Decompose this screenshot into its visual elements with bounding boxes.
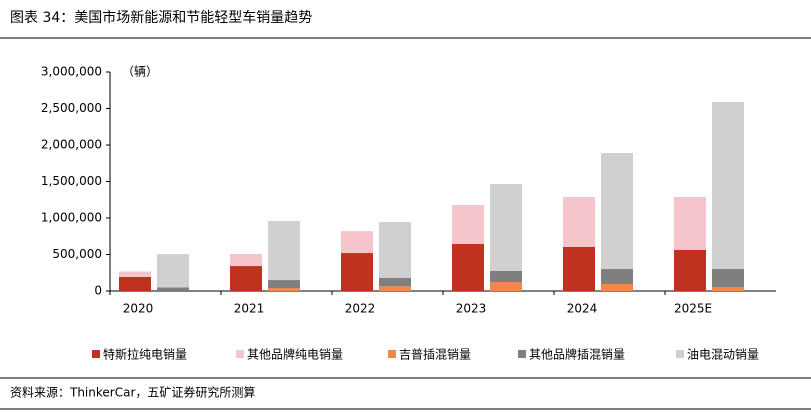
legend-swatch — [388, 350, 396, 358]
x-tick-label: 2022 — [345, 302, 376, 316]
y-tick-label: 500,000 — [52, 247, 102, 261]
bar-segment — [268, 220, 300, 281]
bar-segment — [490, 282, 522, 291]
x-tick-label: 2025E — [674, 302, 712, 316]
y-tick-label: 2,000,000 — [41, 138, 102, 152]
legend-swatch — [236, 350, 244, 358]
bar-segment — [452, 243, 484, 291]
y-tick-label: 1,000,000 — [41, 211, 102, 225]
bar-segment — [379, 286, 411, 291]
y-axis-unit: （辆） — [122, 65, 158, 79]
bar-segment — [490, 183, 522, 271]
bar-segment — [601, 283, 633, 291]
legend-label: 油电混动销量 — [687, 348, 759, 362]
bar-segment — [230, 266, 262, 291]
bar-segment — [341, 231, 373, 254]
legend-swatch — [92, 350, 100, 358]
x-tick-label: 2023 — [456, 302, 487, 316]
bar-segment — [379, 278, 411, 287]
bar-segment — [119, 271, 151, 277]
bar-segment — [157, 287, 189, 291]
bar-segment — [601, 153, 633, 270]
bar-segment — [601, 269, 633, 284]
bar-segment — [674, 249, 706, 291]
bar-segment — [157, 254, 189, 288]
bar-segment — [341, 253, 373, 291]
x-tick-label: 2020 — [123, 302, 154, 316]
x-tick-label: 2024 — [567, 302, 598, 316]
legend-label: 其他品牌纯电销量 — [247, 348, 343, 362]
legend-label: 其他品牌插混销量 — [529, 348, 625, 362]
bar-segment — [268, 280, 300, 289]
y-tick-label: 1,500,000 — [41, 174, 102, 188]
bar-segment — [452, 205, 484, 244]
bar-segment — [119, 276, 151, 291]
bar-segment — [712, 102, 744, 270]
bar-segment — [712, 286, 744, 291]
chart-title: 图表 34：美国市场新能源和节能轻型车销量趋势 — [10, 9, 312, 26]
bar-segment — [230, 253, 262, 267]
bar-segment — [268, 288, 300, 291]
y-tick-label: 2,500,000 — [41, 101, 102, 115]
bar-segment — [563, 246, 595, 291]
bar-segment — [712, 269, 744, 287]
bar-segment — [490, 270, 522, 283]
legend-swatch — [518, 350, 526, 358]
bar-segment — [674, 196, 706, 250]
x-tick-label: 2021 — [234, 302, 265, 316]
legend-label: 吉普插混销量 — [399, 348, 471, 362]
y-tick-label: 3,000,000 — [41, 65, 102, 79]
y-tick-label: 0 — [94, 284, 102, 298]
legend-label: 特斯拉纯电销量 — [103, 347, 187, 362]
bar-segment — [563, 196, 595, 247]
source: 资料来源：ThinkerCar，五矿证券研究所测算 — [10, 385, 255, 400]
legend-swatch — [676, 350, 684, 358]
bar-segment — [379, 222, 411, 279]
